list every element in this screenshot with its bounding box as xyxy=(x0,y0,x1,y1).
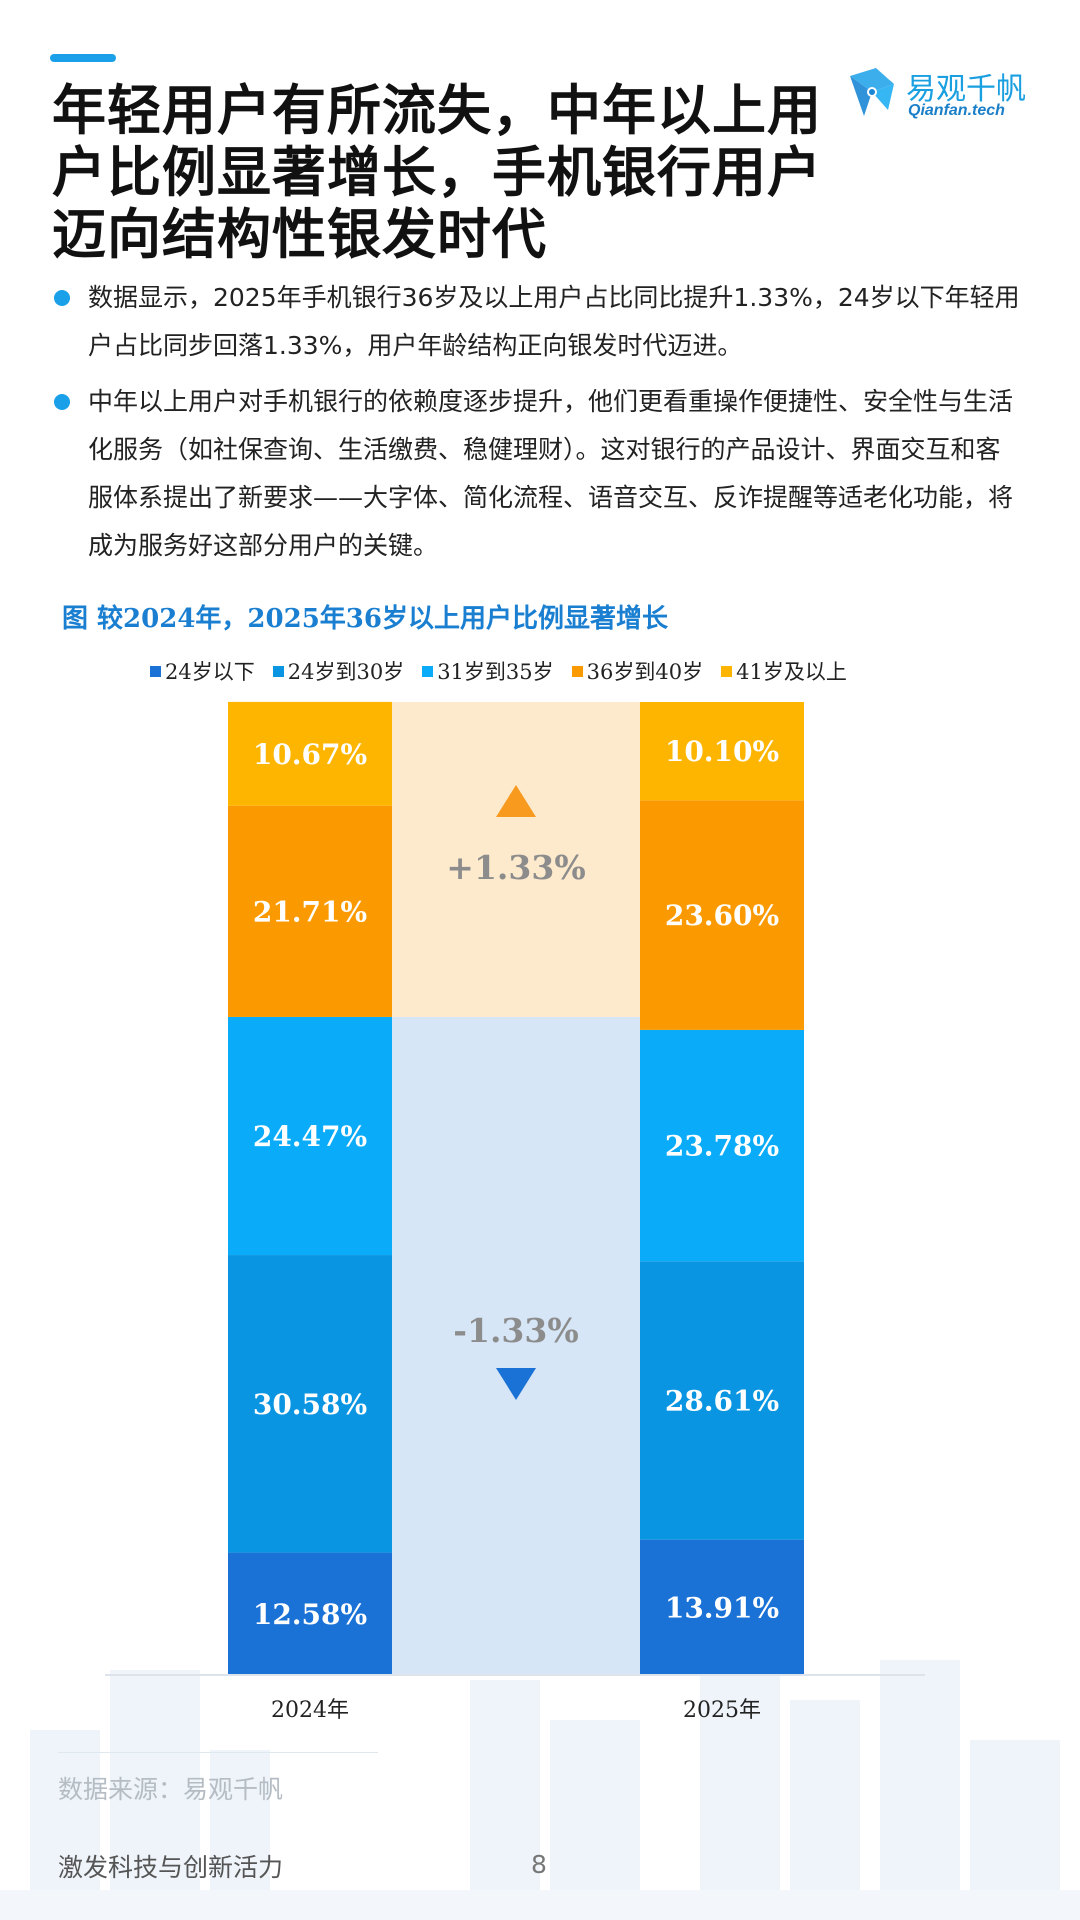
legend-swatch xyxy=(422,665,434,677)
bar-segment-36岁到40岁 xyxy=(640,800,804,1030)
legend-label: 36岁到40岁 xyxy=(586,660,704,684)
logo-text-cn: 易观千帆 xyxy=(906,72,1026,107)
bullet-list: 数据显示，2025年手机银行36岁及以上用户占比同比提升1.33%，24岁以下年… xyxy=(52,274,1022,578)
chart-legend: 24岁以下 24岁到30岁 31岁到35岁 36岁到40岁 41岁及以上 xyxy=(150,656,847,686)
data-label: 12.58% xyxy=(253,1598,367,1631)
bar-segment-31岁到35岁 xyxy=(228,1016,392,1256)
data-label: 28.61% xyxy=(665,1384,779,1417)
legend-swatch xyxy=(150,665,161,677)
bullet-dot-icon xyxy=(54,290,70,306)
bar-segment-31岁到35岁 xyxy=(640,1029,804,1262)
bar-segment-24岁到30岁 xyxy=(640,1261,804,1540)
legend-item: 31岁到35岁 xyxy=(422,656,554,686)
legend-swatch xyxy=(571,665,583,677)
skyline-background xyxy=(0,1640,1080,1920)
bar-segment-24岁以下 xyxy=(640,1539,804,1675)
data-source: 数据来源：易观千帆 xyxy=(58,1775,284,1804)
legend-item: 24岁到30岁 xyxy=(272,656,405,686)
data-label: 10.67% xyxy=(253,738,367,771)
bullet-dot-icon xyxy=(54,394,70,410)
bar-segment-36岁到40岁 xyxy=(228,805,392,1017)
legend-swatch xyxy=(272,665,284,677)
bar-segment-24岁以下 xyxy=(228,1552,392,1675)
title-accent-bar xyxy=(50,54,116,62)
bar-segment-24岁到30岁 xyxy=(228,1255,392,1553)
footer-divider xyxy=(58,1752,378,1753)
bullet-item: 中年以上用户对手机银行的依赖度逐步提升，他们更看重操作便捷性、安全性与生活化服务… xyxy=(52,378,1022,570)
legend-item: 24岁以下 xyxy=(150,656,255,686)
loss-band xyxy=(392,1016,640,1675)
data-label: 10.10% xyxy=(665,735,779,768)
footer-slogan: 激发科技与创新活力 xyxy=(58,1853,284,1882)
x-tick-label: 2024年 xyxy=(271,1698,349,1723)
data-label: 23.78% xyxy=(665,1130,779,1163)
legend-item: 41岁及以上 xyxy=(721,656,847,686)
bullet-item: 数据显示，2025年手机银行36岁及以上用户占比同比提升1.33%，24岁以下年… xyxy=(52,274,1022,370)
gain-band xyxy=(392,702,640,1017)
data-label: 24.47% xyxy=(253,1120,367,1153)
x-tick-label: 2025年 xyxy=(683,1698,761,1723)
legend-label: 24岁以下 xyxy=(165,660,255,684)
down-arrow-icon xyxy=(496,1368,536,1400)
legend-label: 24岁到30岁 xyxy=(287,660,405,684)
bar-segment-41岁及以上 xyxy=(228,701,392,806)
legend-label: 31岁到35岁 xyxy=(437,660,554,684)
data-label: 23.60% xyxy=(665,899,779,932)
bullet-text: 数据显示，2025年手机银行36岁及以上用户占比同比提升1.33%，24岁以下年… xyxy=(88,283,1020,360)
change-annotation-up: +1.33% xyxy=(446,848,585,887)
brand-logo: 易观千帆 Qianfan.tech xyxy=(842,62,1042,128)
legend-swatch xyxy=(721,665,733,677)
bullet-text: 中年以上用户对手机银行的依赖度逐步提升，他们更看重操作便捷性、安全性与生活化服务… xyxy=(88,387,1014,560)
data-label: 13.91% xyxy=(665,1591,779,1624)
stacked-bar-chart: 12.58% 13.91% 30.58% 28.61% 24.47% 23.78% 21.7… xyxy=(105,701,925,1723)
data-label: 30.58% xyxy=(253,1388,367,1421)
up-arrow-icon xyxy=(496,785,536,817)
chart-title: 图 较2024年，2025年36岁以上用户比例显著增长 xyxy=(62,604,668,634)
bar-segment-41岁及以上 xyxy=(640,702,804,801)
logo-text-en: Qianfan.tech xyxy=(908,102,1005,119)
page-number: 8 xyxy=(531,1850,547,1879)
legend-label: 41岁及以上 xyxy=(736,660,847,684)
page-title: 年轻用户有所流失，中年以上用户比例显著增长，手机银行用户迈向结构性银发时代 xyxy=(52,79,822,266)
logo-mark-icon xyxy=(850,68,894,116)
change-annotation-down: -1.33% xyxy=(453,1311,578,1350)
data-label: 21.71% xyxy=(253,895,367,928)
legend-item: 36岁到40岁 xyxy=(571,656,704,686)
